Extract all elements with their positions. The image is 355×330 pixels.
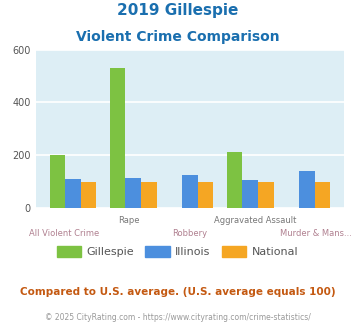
Bar	[141, 182, 157, 208]
Bar	[299, 171, 315, 208]
Text: Rape: Rape	[118, 216, 140, 225]
Text: Murder & Mans...: Murder & Mans...	[280, 229, 352, 238]
Text: Violent Crime Comparison: Violent Crime Comparison	[76, 30, 279, 44]
Text: Aggravated Assault: Aggravated Assault	[214, 216, 296, 225]
Bar	[81, 182, 96, 208]
Bar	[227, 152, 242, 208]
Text: © 2025 CityRating.com - https://www.cityrating.com/crime-statistics/: © 2025 CityRating.com - https://www.city…	[45, 314, 310, 322]
Bar	[125, 178, 141, 208]
Bar	[182, 175, 198, 208]
Bar	[110, 68, 125, 208]
Bar	[50, 155, 65, 208]
Text: Robbery: Robbery	[173, 229, 207, 238]
Bar	[315, 182, 330, 208]
Text: All Violent Crime: All Violent Crime	[29, 229, 99, 238]
Bar	[198, 182, 213, 208]
Legend: Gillespie, Illinois, National: Gillespie, Illinois, National	[52, 242, 303, 262]
Bar	[258, 182, 274, 208]
Bar	[65, 179, 81, 208]
Text: 2019 Gillespie: 2019 Gillespie	[117, 3, 238, 18]
Text: Compared to U.S. average. (U.S. average equals 100): Compared to U.S. average. (U.S. average …	[20, 287, 335, 297]
Bar	[242, 180, 258, 208]
